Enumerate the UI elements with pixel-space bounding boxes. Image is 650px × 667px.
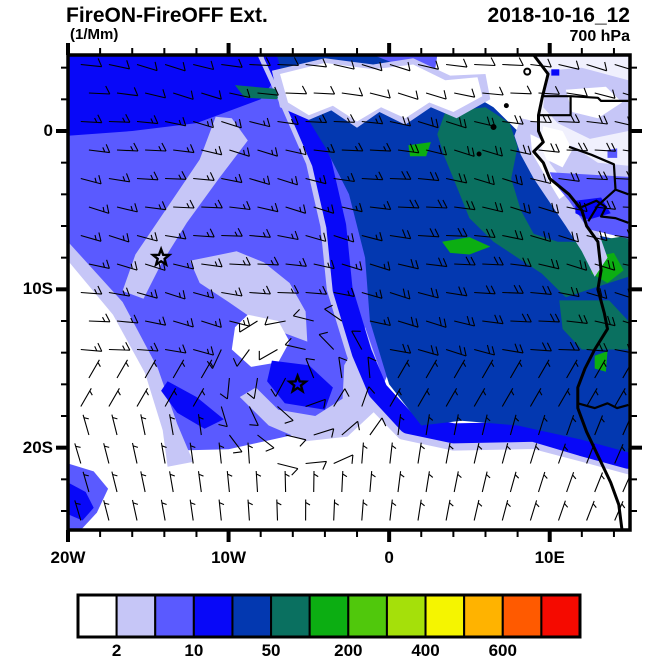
valid-time-label: 2018-10-16_12 (487, 4, 630, 27)
colorbar-cell-c3 (192, 594, 234, 638)
y-axis-label-10S: 10S (22, 279, 53, 299)
region-white-top-center (280, 62, 483, 122)
country-border-4 (581, 199, 629, 224)
colorbar-cell-c0 (77, 594, 118, 638)
x-axis-label-10W: 10W (211, 548, 247, 567)
x-axis-label-20W: 20W (50, 548, 86, 567)
colorbar-label-400: 400 (411, 641, 440, 660)
island-principe (503, 103, 509, 109)
region-white-sw-wedge (68, 246, 173, 530)
region-green-fleck-3 (408, 142, 431, 157)
country-border-5 (577, 402, 629, 410)
colorbar-label-10: 10 (184, 641, 204, 660)
colorbar-label-200: 200 (334, 641, 363, 660)
y-axis-label-0: 0 (43, 121, 53, 140)
units-label: (1/Mm) (70, 26, 119, 43)
star-marker-fire-site-south (286, 372, 309, 394)
region-teal-fleck-top (235, 85, 287, 100)
region-lavender-swirl-nw (190, 251, 308, 342)
region-front-lavender (257, 55, 630, 475)
island-bioko (523, 67, 532, 76)
region-blue-corner-sw-inner (68, 482, 94, 521)
region-land-blue-fleck-3 (607, 148, 618, 158)
wind-barbs (74, 57, 630, 521)
colorbar-cell-c4 (231, 594, 273, 638)
colorbar-cell-c12 (540, 594, 582, 638)
colorbar-label-50: 50 (261, 641, 281, 660)
colorbar-cell-c2 (154, 594, 195, 638)
star-marker-fire-site-north (149, 245, 173, 268)
region-darkblue-main (276, 55, 629, 453)
colorbar-cell-c9 (424, 594, 466, 638)
colorbar (76, 593, 582, 639)
region-blue-swirl-west (161, 381, 224, 429)
region-green-fleck-1 (442, 237, 491, 255)
colorbar-cell-c5 (270, 594, 311, 638)
island-annobon (476, 151, 482, 157)
colorbar-cell-c11 (501, 594, 543, 638)
africa-coastline (532, 55, 624, 530)
region-teal-right-patch (559, 300, 629, 350)
region-green-fleck-4 (594, 351, 608, 372)
x-axis-label-0: 0 (384, 548, 394, 567)
x-axis-label-10E: 10E (534, 548, 565, 567)
colorbar-cell-c10 (463, 594, 504, 638)
map-frame (66, 53, 632, 532)
colorbar-cell-c1 (115, 594, 157, 638)
colorbar-cell-c8 (385, 594, 427, 638)
page-title: FireON-FireOFF Ext. (66, 4, 268, 27)
region-lavender-swirl-s (239, 327, 382, 442)
region-land-white-2 (540, 126, 573, 168)
region-teal-band (437, 107, 629, 298)
y-axis-label-20S: 20S (22, 437, 53, 457)
colorbar-label-600: 600 (488, 641, 517, 660)
country-border-3 (615, 188, 629, 196)
axis-ticks (56, 43, 642, 542)
colorbar-cell-c6 (308, 594, 350, 638)
colorbar-frame (76, 593, 582, 639)
colorbar-cell-c7 (347, 594, 388, 638)
colorbar-label-2: 2 (111, 641, 122, 660)
region-land-blue-fleck-2 (551, 69, 560, 76)
country-border-2 (568, 145, 617, 222)
country-border-0 (542, 95, 629, 102)
pressure-level-label: 700 hPa (569, 28, 630, 45)
map-layers (68, 55, 630, 530)
region-white-bottom (156, 409, 454, 530)
region-lavender-fringe-sw (68, 241, 194, 467)
